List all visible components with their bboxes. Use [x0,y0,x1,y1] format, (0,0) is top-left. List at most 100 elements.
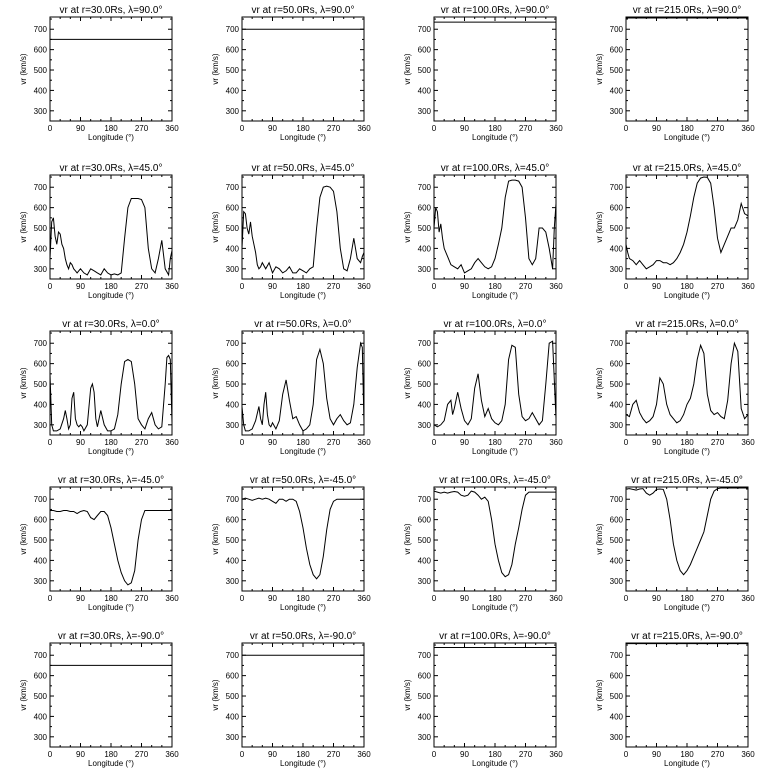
y-axis-label: vr (km/s) [211,679,220,710]
y-tick-label: 400 [418,400,432,409]
y-axis-label: vr (km/s) [403,53,412,84]
plot-frame [625,486,749,592]
y-tick-label: 600 [226,672,240,681]
y-tick-label: 700 [226,651,240,660]
y-tick-label: 400 [418,556,432,565]
x-tick-label: 180 [488,438,502,447]
x-tick-label: 360 [741,750,755,759]
y-axis-label: vr (km/s) [211,367,220,398]
x-tick-label: 270 [135,438,149,447]
x-tick-label: 270 [135,594,149,603]
y-tick-label: 600 [34,672,48,681]
x-axis-label: Longitude (°) [664,133,710,142]
x-tick-label: 0 [432,750,437,759]
x-axis-label: Longitude (°) [280,603,326,612]
panel-title: vr at r=30.0Rs, λ=-90.0° [58,631,164,642]
panel-title: vr at r=50.0Rs, λ=90.0° [252,5,355,16]
x-tick-label: 360 [741,594,755,603]
x-tick-label: 270 [327,282,341,291]
y-tick-label: 300 [34,265,48,274]
y-axis-label: vr (km/s) [19,53,28,84]
x-tick-label: 270 [711,750,725,759]
y-tick-label: 300 [34,577,48,586]
x-tick-label: 360 [165,594,179,603]
y-tick-label: 500 [418,380,432,389]
x-axis-label: Longitude (°) [280,291,326,300]
y-tick-label: 600 [610,360,624,369]
y-tick-label: 500 [610,692,624,701]
y-tick-label: 600 [610,672,624,681]
x-axis-label: Longitude (°) [664,603,710,612]
x-tick-label: 180 [296,438,310,447]
panel-title: vr at r=100.0Rs, λ=-45.0° [439,475,551,486]
panel-12: vr at r=215.0Rs, λ=0.0° 0 90 180 270 360 300 40… [595,319,755,456]
panel-title: vr at r=30.0Rs, λ=-45.0° [58,475,164,486]
y-tick-label: 400 [610,400,624,409]
panel-14: vr at r=50.0Rs, λ=-45.0° 0 90 180 270 360 300 4… [211,475,371,612]
x-tick-label: 360 [549,438,563,447]
y-tick-label: 300 [34,421,48,430]
x-tick-label: 0 [240,282,245,291]
y-tick-label: 300 [226,107,240,116]
x-axis-label: Longitude (°) [280,133,326,142]
y-tick-label: 300 [418,265,432,274]
y-tick-label: 400 [226,244,240,253]
x-tick-label: 0 [240,594,245,603]
y-tick-label: 500 [418,224,432,233]
panel-2: vr at r=50.0Rs, λ=90.0° 0 90 180 270 360 300 40… [211,5,371,142]
x-tick-label: 270 [519,750,533,759]
y-tick-label: 400 [418,244,432,253]
x-tick-label: 270 [135,124,149,133]
y-tick-label: 600 [226,46,240,55]
y-tick-label: 500 [418,66,432,75]
x-tick-label: 180 [680,124,694,133]
x-axis-label: Longitude (°) [472,447,518,456]
y-axis-label: vr (km/s) [595,367,604,398]
x-tick-label: 360 [549,282,563,291]
x-tick-label: 360 [357,594,371,603]
series-line [434,490,556,578]
y-tick-label: 400 [34,244,48,253]
y-tick-label: 700 [610,25,624,34]
x-tick-label: 360 [741,124,755,133]
y-tick-label: 300 [610,421,624,430]
y-tick-label: 700 [610,339,624,348]
panel-10: vr at r=50.0Rs, λ=0.0° 0 90 180 270 360 300 400… [211,319,371,456]
y-axis-label: vr (km/s) [595,679,604,710]
x-tick-label: 90 [76,124,85,133]
y-axis-label: vr (km/s) [595,523,604,554]
x-tick-label: 360 [741,438,755,447]
x-tick-label: 0 [624,124,629,133]
x-tick-label: 270 [519,282,533,291]
y-tick-label: 500 [226,224,240,233]
x-tick-label: 180 [680,438,694,447]
x-axis-label: Longitude (°) [88,133,134,142]
y-tick-label: 700 [226,495,240,504]
x-tick-label: 90 [76,282,85,291]
x-tick-label: 180 [296,594,310,603]
y-tick-label: 700 [418,495,432,504]
y-tick-label: 500 [34,380,48,389]
plot-frame [433,486,557,592]
x-tick-label: 180 [104,750,118,759]
y-tick-label: 300 [418,577,432,586]
y-tick-label: 500 [226,536,240,545]
x-tick-label: 180 [104,282,118,291]
x-tick-label: 180 [488,282,502,291]
x-tick-label: 360 [165,282,179,291]
x-tick-label: 270 [327,750,341,759]
y-tick-label: 600 [226,516,240,525]
y-tick-label: 400 [610,556,624,565]
x-tick-label: 360 [741,282,755,291]
series-line [626,341,748,424]
y-tick-label: 500 [226,380,240,389]
x-tick-label: 180 [296,750,310,759]
x-tick-label: 0 [624,438,629,447]
y-tick-label: 400 [34,556,48,565]
x-tick-label: 180 [104,594,118,603]
x-tick-label: 0 [240,750,245,759]
y-tick-label: 600 [418,204,432,213]
y-tick-label: 500 [610,380,624,389]
x-axis-label: Longitude (°) [664,759,710,768]
